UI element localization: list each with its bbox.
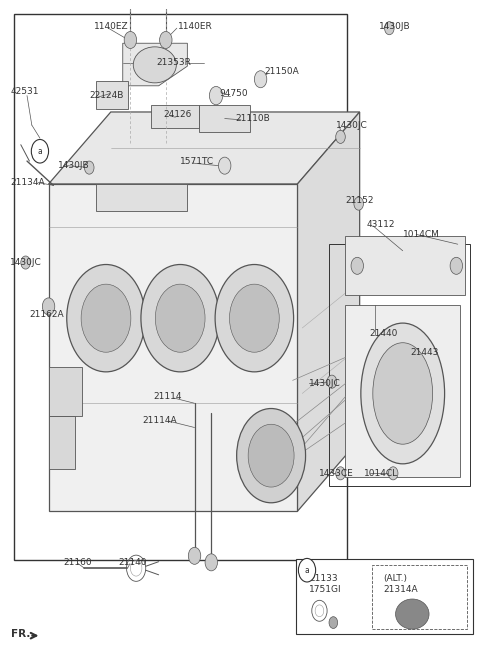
Text: 21114A: 21114A [142,417,177,426]
Text: (ALT.): (ALT.) [384,573,408,583]
Circle shape [354,197,363,210]
Text: a: a [37,147,42,155]
Circle shape [124,31,137,49]
Circle shape [329,617,337,628]
Bar [372,565,468,629]
Circle shape [254,71,267,88]
Polygon shape [199,106,250,132]
Text: 21443: 21443 [410,348,438,358]
Circle shape [450,257,463,274]
Circle shape [218,157,231,174]
Text: 21160: 21160 [63,558,92,567]
Circle shape [156,284,205,352]
Ellipse shape [133,47,176,83]
Circle shape [205,554,217,571]
Polygon shape [96,184,187,211]
Text: 43112: 43112 [367,220,396,229]
Circle shape [237,409,306,502]
Text: 1140EZ: 1140EZ [94,22,129,31]
Text: 21134A: 21134A [10,178,45,187]
Circle shape [299,558,316,582]
Text: 1430JC: 1430JC [10,258,42,267]
Circle shape [336,131,345,144]
Bar [328,244,470,486]
Text: 21140: 21140 [118,558,146,567]
Text: 1433CE: 1433CE [319,469,354,478]
Circle shape [248,424,294,487]
Circle shape [209,87,223,105]
Circle shape [188,547,201,564]
Text: 21114: 21114 [154,392,182,401]
Ellipse shape [361,323,444,464]
Bar [297,559,473,634]
Circle shape [336,467,345,480]
Text: 1014CL: 1014CL [364,469,398,478]
Polygon shape [345,305,460,478]
Text: 22124B: 22124B [89,91,124,100]
Bar [14,14,347,560]
Ellipse shape [396,599,429,629]
Text: 21110B: 21110B [235,114,270,123]
Text: 1430JC: 1430JC [336,121,368,130]
Text: 1571TC: 1571TC [180,157,214,165]
Text: 24126: 24126 [163,110,192,119]
Circle shape [159,31,172,49]
Polygon shape [48,112,360,184]
Polygon shape [48,367,82,417]
Polygon shape [345,236,465,295]
Text: FR.: FR. [11,629,31,640]
Text: 1140ER: 1140ER [178,22,213,31]
Circle shape [229,284,279,352]
Text: a: a [305,565,310,575]
Text: 21353R: 21353R [156,58,191,68]
Circle shape [31,140,48,163]
Polygon shape [152,106,199,129]
Circle shape [215,264,294,372]
Text: 21133: 21133 [310,573,338,583]
Circle shape [384,22,394,35]
Circle shape [67,264,145,372]
Text: 1430JB: 1430JB [58,161,90,170]
Text: 1751GI: 1751GI [310,585,342,594]
Text: 1014CM: 1014CM [403,230,440,239]
Text: 21440: 21440 [369,329,397,338]
Circle shape [21,256,30,269]
Circle shape [81,284,131,352]
Polygon shape [123,43,187,86]
Text: 21162A: 21162A [29,310,64,319]
Polygon shape [96,81,128,109]
Text: 1430JC: 1430JC [310,379,341,388]
Text: 21314A: 21314A [384,585,418,594]
Circle shape [388,467,398,480]
Text: 42531: 42531 [10,87,39,96]
Polygon shape [298,112,360,511]
Polygon shape [48,417,75,469]
Polygon shape [48,184,298,511]
Circle shape [141,264,219,372]
Text: 94750: 94750 [219,89,248,98]
Text: 1430JB: 1430JB [379,22,410,31]
Ellipse shape [373,342,432,444]
Text: 21150A: 21150A [264,67,299,76]
Circle shape [351,257,363,274]
Text: 21152: 21152 [345,196,374,205]
Circle shape [42,298,55,315]
Circle shape [84,161,94,174]
Circle shape [327,375,336,388]
